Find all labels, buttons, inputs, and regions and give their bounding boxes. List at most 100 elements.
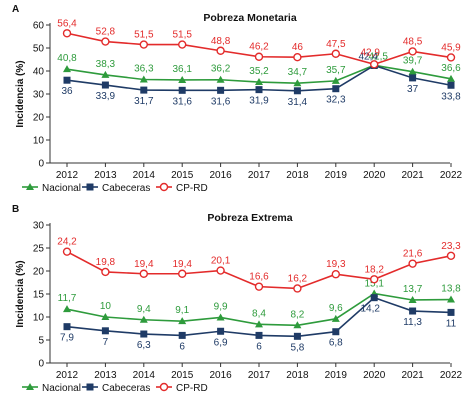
data-point-nacional bbox=[63, 305, 71, 313]
data-label: 51,5 bbox=[172, 30, 192, 41]
y-tick-label: 10 bbox=[33, 313, 45, 324]
legend-marker-nacional bbox=[26, 383, 34, 390]
data-point-cabeceras bbox=[101, 81, 109, 89]
data-label: 38,3 bbox=[96, 59, 116, 70]
data-point-cabeceras bbox=[447, 81, 455, 89]
x-tick-label: 2019 bbox=[325, 370, 348, 381]
x-tick-label: 2012 bbox=[56, 370, 79, 381]
x-tick-label: 2020 bbox=[363, 370, 386, 381]
data-point-cabeceras bbox=[332, 328, 340, 336]
x-tick-label: 2021 bbox=[401, 370, 424, 381]
legend-marker-cabeceras bbox=[86, 183, 94, 191]
data-label: 31,4 bbox=[288, 97, 308, 108]
data-label: 13,8 bbox=[441, 284, 461, 295]
data-label: 36,1 bbox=[172, 64, 192, 75]
data-point-cp-rd bbox=[101, 37, 110, 46]
data-label: 18,2 bbox=[364, 264, 384, 275]
y-tick-label: 15 bbox=[33, 290, 45, 301]
data-label: 6 bbox=[256, 341, 262, 352]
data-label: 31,7 bbox=[134, 96, 154, 107]
legend-marker-cp-rd bbox=[159, 382, 169, 392]
legend-marker-nacional bbox=[26, 183, 34, 190]
data-label: 47,5 bbox=[326, 39, 346, 50]
data-label: 48,8 bbox=[211, 36, 231, 47]
data-point-nacional bbox=[216, 75, 225, 83]
data-label: 24,2 bbox=[57, 237, 77, 248]
legend-label: Nacional bbox=[42, 383, 81, 394]
data-point-cp-rd bbox=[370, 275, 379, 284]
data-label: 5,8 bbox=[290, 342, 304, 353]
data-point-cabeceras bbox=[447, 308, 455, 316]
data-point-cp-rd bbox=[408, 259, 417, 268]
panel-letter: A bbox=[12, 4, 19, 15]
data-point-nacional bbox=[447, 74, 455, 82]
data-point-cabeceras bbox=[217, 327, 225, 335]
data-point-nacional bbox=[139, 315, 148, 323]
data-label: 9,1 bbox=[175, 305, 189, 316]
y-tick-label: 5 bbox=[38, 336, 44, 347]
data-label: 20,1 bbox=[211, 256, 231, 267]
data-label: 11,3 bbox=[403, 317, 422, 328]
y-tick-label: 30 bbox=[33, 221, 45, 232]
data-point-cp-rd bbox=[62, 29, 72, 38]
x-tick-label: 2022 bbox=[440, 170, 463, 181]
data-label: 13,7 bbox=[403, 284, 423, 295]
data-label: 31,9 bbox=[249, 96, 269, 107]
data-label: 31,6 bbox=[172, 96, 192, 107]
data-label: 9,4 bbox=[137, 304, 151, 315]
data-label: 34,7 bbox=[288, 67, 308, 78]
data-label: 33,9 bbox=[96, 91, 116, 102]
data-label: 31,6 bbox=[211, 96, 231, 107]
data-label: 35,7 bbox=[326, 65, 346, 76]
data-point-cp-rd bbox=[293, 284, 302, 293]
data-label: 15,1 bbox=[364, 279, 384, 290]
data-point-cp-rd bbox=[254, 282, 264, 291]
data-point-cp-rd bbox=[62, 247, 72, 256]
data-point-nacional bbox=[331, 314, 340, 322]
data-label: 39,7 bbox=[403, 56, 423, 67]
data-point-nacional bbox=[216, 313, 225, 321]
data-label: 45,9 bbox=[441, 42, 461, 53]
data-point-cabeceras bbox=[255, 331, 263, 339]
data-point-cp-rd bbox=[216, 266, 225, 275]
data-point-nacional bbox=[408, 67, 417, 75]
data-label: 33,8 bbox=[441, 91, 461, 102]
y-tick-label: 0 bbox=[38, 159, 44, 170]
x-tick-label: 2018 bbox=[286, 370, 309, 381]
data-label: 10 bbox=[100, 301, 112, 312]
y-tick-label: 20 bbox=[33, 267, 45, 278]
y-tick-label: 0 bbox=[38, 359, 44, 370]
data-point-cabeceras bbox=[140, 330, 148, 338]
data-label: 42,4 bbox=[358, 51, 378, 62]
data-label: 36,2 bbox=[211, 64, 231, 75]
data-label: 9,6 bbox=[329, 303, 343, 314]
y-tick-label: 20 bbox=[33, 113, 45, 124]
data-point-nacional bbox=[178, 75, 187, 83]
data-point-cabeceras bbox=[178, 86, 186, 94]
data-point-cabeceras bbox=[178, 331, 186, 339]
x-tick-label: 2014 bbox=[133, 370, 156, 381]
legend-label: Cabeceras bbox=[102, 383, 150, 394]
x-tick-label: 2015 bbox=[171, 370, 194, 381]
data-label: 7,9 bbox=[60, 333, 74, 344]
data-point-nacional bbox=[139, 75, 148, 83]
data-label: 6,3 bbox=[137, 340, 151, 351]
data-point-cabeceras bbox=[101, 327, 109, 335]
data-label: 8,2 bbox=[290, 309, 304, 320]
data-point-cp-rd bbox=[331, 270, 340, 279]
x-tick-label: 2015 bbox=[171, 170, 194, 181]
data-point-cabeceras bbox=[217, 86, 225, 94]
data-label: 42,9 bbox=[360, 47, 380, 58]
data-label: 36 bbox=[61, 86, 73, 97]
data-point-cabeceras bbox=[332, 85, 340, 93]
data-point-cabeceras bbox=[63, 323, 71, 331]
data-point-nacional bbox=[101, 70, 110, 78]
data-point-nacional bbox=[331, 76, 340, 84]
legend-label: CP-RD bbox=[176, 383, 208, 394]
y-tick-label: 40 bbox=[33, 67, 45, 78]
data-point-cabeceras bbox=[63, 76, 71, 84]
data-label: 46,2 bbox=[249, 42, 269, 53]
data-label: 9,9 bbox=[214, 301, 228, 312]
data-label: 16,6 bbox=[249, 272, 269, 283]
